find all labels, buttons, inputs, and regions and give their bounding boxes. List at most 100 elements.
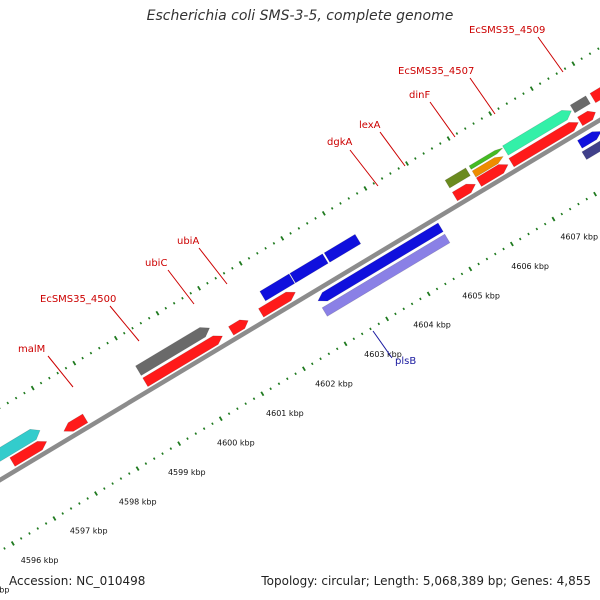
callout-line-dinF — [429, 101, 456, 138]
gene-red-bar — [142, 335, 223, 388]
outer-tick — [264, 246, 267, 250]
inner-tick — [3, 547, 6, 550]
outer-tick — [147, 316, 151, 320]
inner-tick — [377, 322, 381, 326]
gene-blue-small-bar — [577, 131, 600, 149]
inner-tick — [352, 337, 356, 341]
outer-tick — [256, 251, 259, 255]
gene-ecsms35-4507-bar — [569, 95, 591, 114]
outer-tick — [314, 217, 317, 220]
scale-label: 4599 kbp — [168, 468, 206, 477]
inner-tick — [419, 297, 422, 301]
gene-label-plsB: plsB — [395, 356, 416, 367]
outer-tick — [81, 356, 84, 360]
gene-red-bar — [508, 122, 579, 168]
outer-tick — [472, 122, 475, 125]
outer-tick — [89, 351, 93, 355]
outer-tick — [555, 72, 558, 76]
gene-malm-bar — [63, 413, 89, 432]
outer-tick — [588, 52, 592, 56]
outer-tick — [197, 285, 202, 291]
scale-label: 4597 kbp — [70, 527, 108, 536]
inner-tick — [44, 522, 48, 525]
inner-tick — [202, 427, 206, 431]
outer-tick — [513, 97, 517, 100]
inner-tick — [111, 482, 114, 485]
outer-tick — [181, 296, 184, 300]
callout-line-ecsms35_4509 — [537, 36, 564, 73]
outer-tick — [446, 136, 451, 141]
gene-label-ubiC: ubiC — [145, 258, 167, 269]
inner-tick — [177, 441, 182, 447]
scale-label: 4603 kbp — [364, 350, 402, 359]
outer-tick — [289, 232, 292, 235]
outer-tick — [247, 256, 251, 260]
outer-tick — [122, 331, 126, 335]
inner-tick — [294, 372, 297, 376]
gene-ecsms35-4500-bar — [135, 327, 210, 376]
map-title: Escherichia coli SMS-3-5, complete genom… — [146, 8, 454, 24]
outer-tick — [480, 117, 484, 120]
outer-tick — [56, 371, 59, 375]
inner-tick — [218, 416, 223, 422]
inner-tick — [568, 207, 572, 211]
gene-navy-bar — [581, 140, 600, 160]
gene-ubia-bar-right — [289, 253, 329, 284]
inner-tick — [86, 497, 89, 500]
inner-tick — [211, 422, 214, 426]
outer-tick — [214, 276, 217, 280]
outer-tick — [397, 167, 400, 170]
gene-cyan-bar — [0, 429, 41, 462]
outer-tick — [363, 186, 368, 191]
outer-tick — [422, 152, 425, 155]
outer-tick — [580, 57, 583, 61]
callout-line-lexA — [379, 131, 406, 167]
accession-text: Accession: NC_010498 — [9, 574, 146, 588]
gene-red-bar — [258, 291, 296, 318]
outer-tick — [522, 92, 525, 95]
outer-tick — [505, 102, 509, 105]
outer-tick — [571, 61, 576, 67]
inner-tick — [260, 391, 265, 397]
scale-label: 4604 kbp — [413, 321, 451, 330]
tick-marks — [0, 47, 600, 550]
inner-tick — [236, 407, 239, 411]
inner-tick — [502, 247, 505, 251]
outer-tick — [321, 211, 326, 216]
inner-tick — [394, 312, 397, 316]
callout-line-ecsms35_4500 — [109, 305, 140, 342]
gene-dgka-bar — [444, 167, 471, 189]
outer-tick — [172, 301, 176, 305]
outer-tick — [380, 177, 384, 180]
inner-tick — [426, 291, 431, 297]
outer-tick — [547, 77, 550, 80]
inner-tick — [94, 491, 98, 496]
outer-tick — [272, 241, 276, 245]
scale-label: 4605 kbp — [462, 291, 500, 300]
inner-tick — [460, 272, 464, 276]
inner-tick — [327, 352, 331, 356]
outer-tick — [305, 222, 309, 225]
genome-backbone-line — [0, 117, 600, 483]
outer-tick — [64, 366, 68, 370]
callout-line-dgkA — [349, 149, 379, 187]
inner-tick — [410, 302, 414, 306]
inner-tick — [152, 457, 156, 460]
inner-tick — [286, 377, 289, 381]
outer-tick — [372, 182, 375, 185]
outer-tick — [430, 147, 434, 150]
inner-tick — [135, 466, 140, 471]
inner-tick — [319, 357, 322, 361]
gene-red-bar — [451, 183, 476, 202]
scale-label: 4600 kbp — [217, 438, 255, 447]
gene-lavender-bar — [321, 233, 451, 317]
scale-label: 4602 kbp — [315, 380, 353, 389]
inner-tick — [468, 266, 473, 272]
gene-label-dgkA: dgkA — [327, 137, 352, 148]
outer-tick — [231, 266, 234, 270]
gene-label-ecsms35_4509: EcSMS35_4509 — [469, 25, 545, 36]
outer-tick — [131, 326, 134, 330]
gene-ubia-bar-left — [259, 273, 296, 302]
inner-tick — [343, 341, 348, 347]
backbone — [0, 117, 600, 483]
